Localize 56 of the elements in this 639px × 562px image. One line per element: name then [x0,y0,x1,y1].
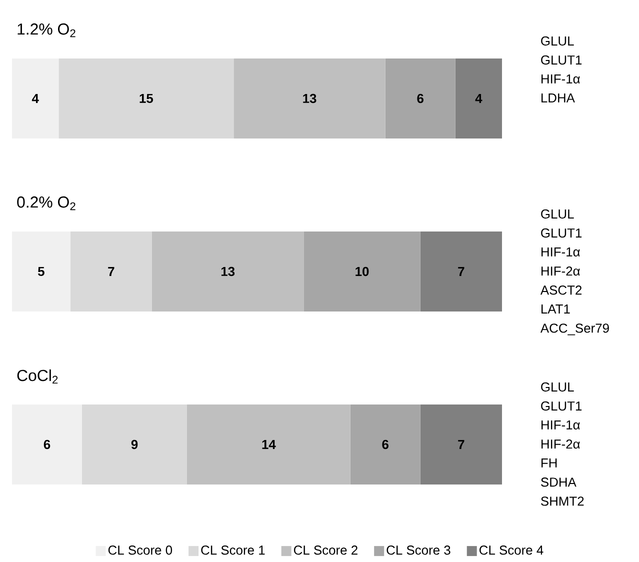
text: GLUT1 [541,401,582,411]
bar [455,58,502,138]
bar [350,404,420,484]
bar [82,404,188,484]
bar [420,404,502,484]
bar [304,231,420,312]
data-label: 9 [131,440,138,450]
text: SHMT2 [541,496,584,506]
data-label: 7 [458,440,464,449]
bar [12,58,59,138]
text: GLUL [541,209,574,219]
data-label: 10 [356,266,369,276]
bar [152,231,304,312]
text: LDHA [541,93,575,102]
legend-label: CL Score 2 [294,546,358,555]
bar [58,58,234,138]
data-label: 14 [262,440,276,449]
text: GLUL [541,36,574,46]
data-label: 5 [38,266,44,276]
text: FH [541,458,557,468]
data-label: 15 [140,94,154,103]
bar [234,58,386,138]
text: HIF-1α [541,247,580,256]
data-label: 4 [475,94,482,103]
data-label: 6 [44,440,50,450]
bar [420,231,502,312]
data-label: 13 [303,94,316,104]
text: GLUT1 [541,228,582,238]
data-label: 13 [221,266,235,276]
legend-label: CL Score 3 [386,546,450,555]
legend-label: CL Score 0 [108,546,172,555]
bar [12,231,70,312]
legend-label: CL Score 4 [480,546,544,555]
text: SDHA [541,478,576,487]
text: HIF-1α [541,420,580,430]
chart-title: 1.2% O$_{2}$ [18,23,76,38]
data-label: 6 [382,440,388,450]
data-label: 6 [417,94,424,104]
data-label: 7 [108,267,114,276]
text: HIF-2α [541,439,580,449]
text: ACC_Ser79 [540,324,609,336]
chart-title: CoCl$_{2}$ [17,369,58,384]
chart-title: 0.2% O$_{2}$ [17,196,76,210]
bar [70,231,152,312]
text: HIF-1α [541,74,580,84]
legend-label: CL Score 1 [201,546,265,555]
bar [385,58,456,138]
text: HIF-2α [541,266,580,276]
text: LAT1 [541,304,570,314]
text: GLUT1 [541,55,582,65]
data-label: 7 [458,267,464,276]
text: GLUL [541,382,574,392]
text: ASCT2 [540,286,582,295]
bar [12,404,82,484]
bar [187,404,350,484]
data-label: 4 [32,94,39,103]
